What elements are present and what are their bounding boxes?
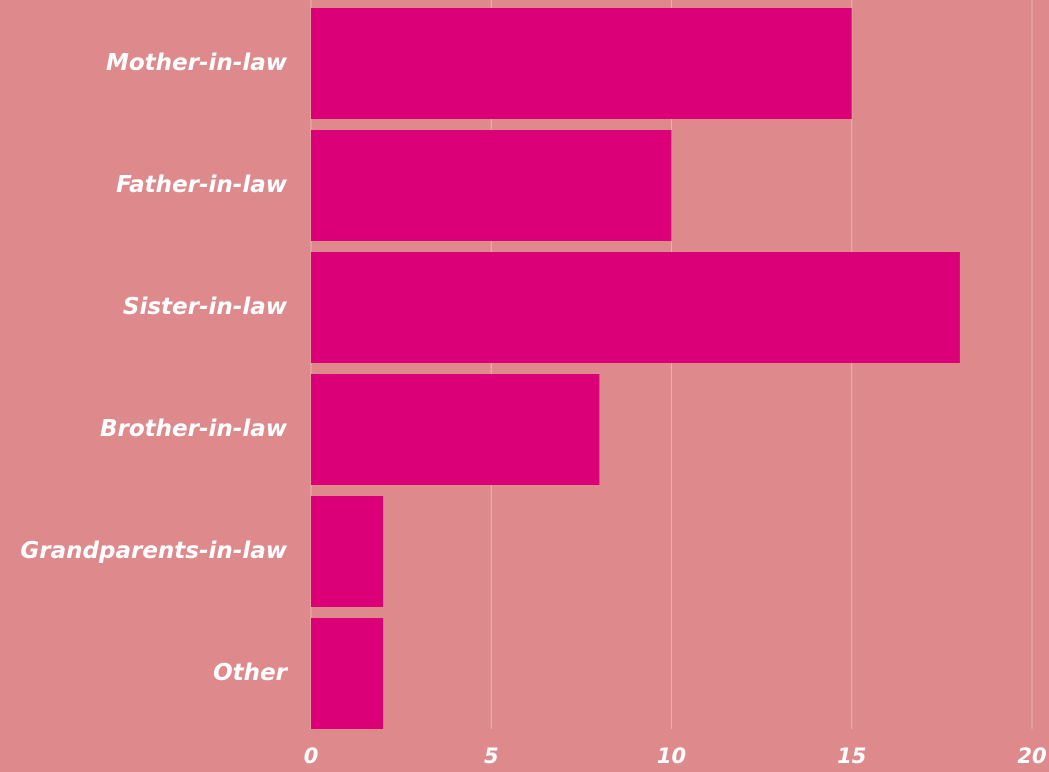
- y-tick-label: Father-in-law: [116, 172, 288, 198]
- bar: [311, 8, 852, 119]
- x-tick-label: 5: [484, 744, 499, 768]
- y-tick-label: Grandparents-in-law: [20, 538, 287, 564]
- x-tick-label: 10: [657, 744, 686, 768]
- bar: [311, 130, 672, 241]
- bar: [311, 374, 600, 485]
- y-tick-label: Mother-in-law: [106, 50, 288, 76]
- x-tick-label: 20: [1017, 744, 1046, 768]
- y-tick-label: Other: [213, 660, 289, 686]
- y-tick-label: Sister-in-law: [123, 294, 288, 320]
- bar: [311, 618, 384, 729]
- bar: [311, 496, 384, 607]
- y-tick-label: Brother-in-law: [100, 416, 288, 442]
- bar: [311, 252, 960, 363]
- x-tick-label: 0: [304, 744, 319, 768]
- x-tick-label: 15: [837, 744, 866, 768]
